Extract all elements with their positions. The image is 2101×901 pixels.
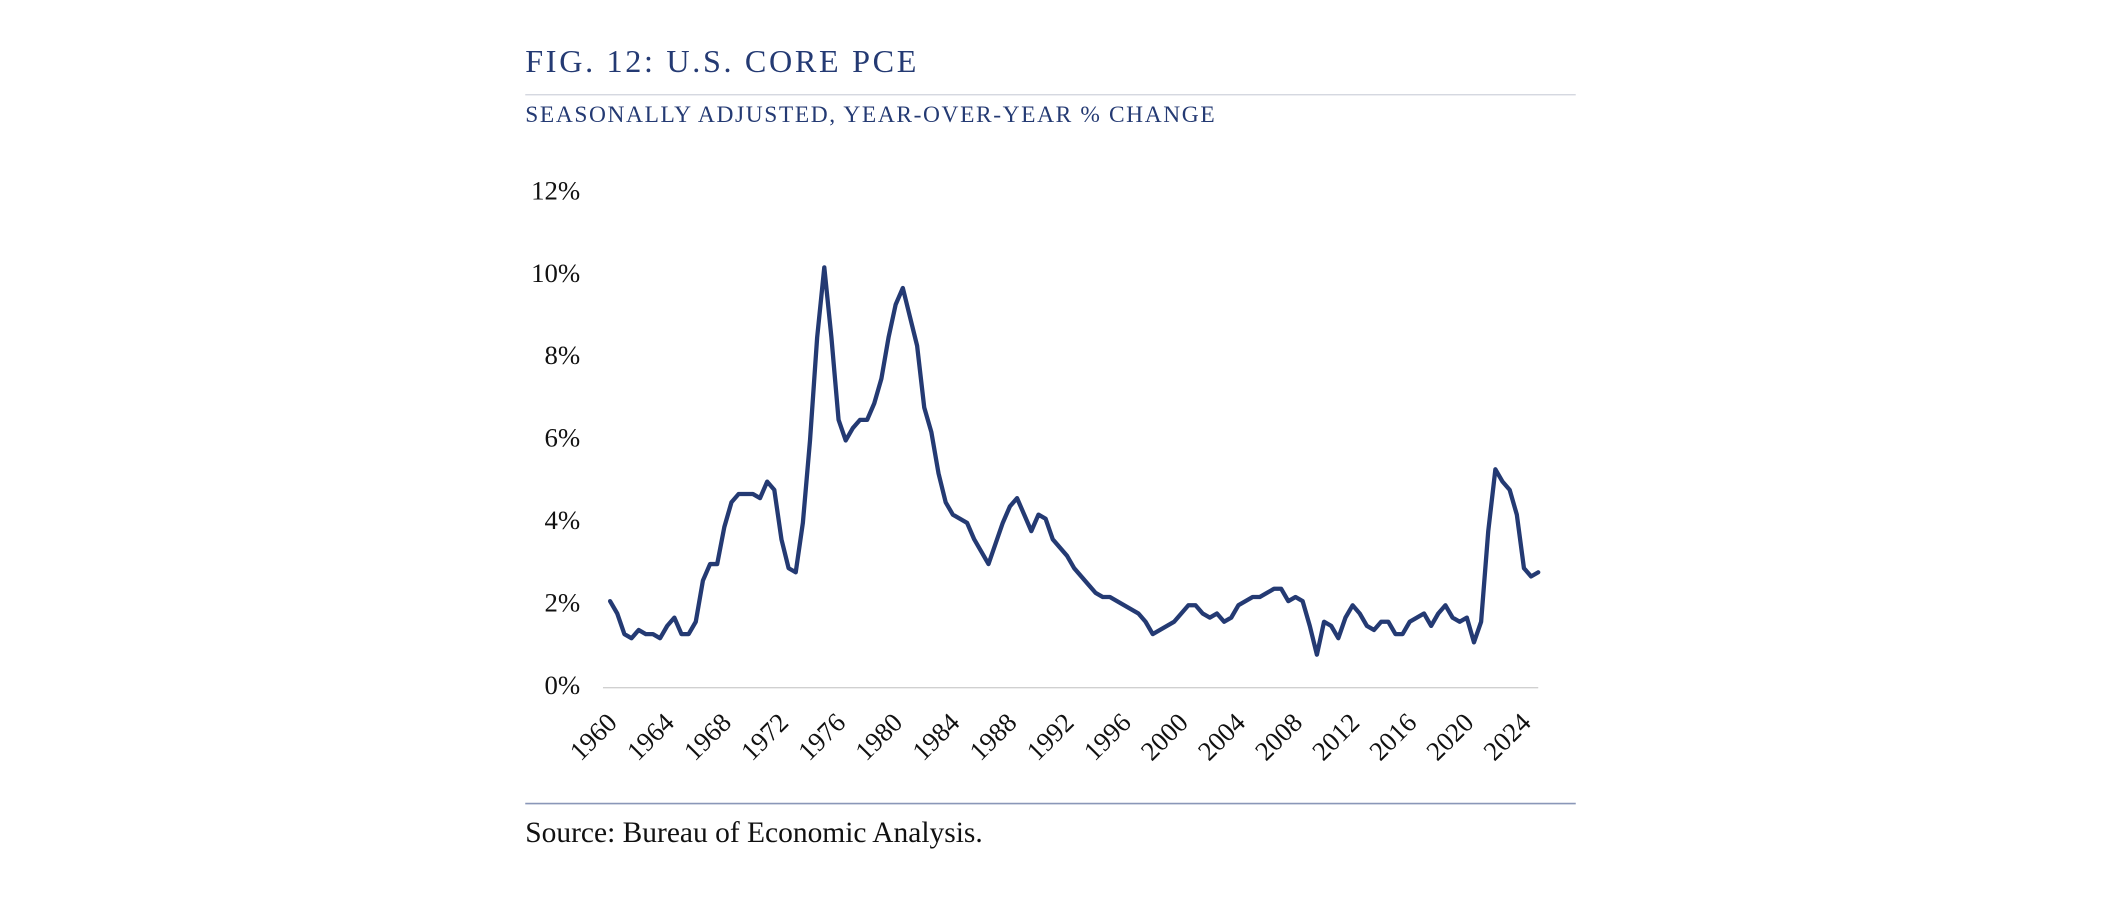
y-tick-label: 4% xyxy=(544,505,580,535)
y-tick-label: 8% xyxy=(544,340,580,370)
y-tick-label: 2% xyxy=(544,587,580,617)
y-tick-label: 10% xyxy=(531,258,580,288)
x-tick-label: 1964 xyxy=(621,707,680,766)
x-tick-label: 2000 xyxy=(1135,707,1194,766)
x-tick-label: 1972 xyxy=(735,707,794,766)
x-tick-label: 1980 xyxy=(849,707,908,766)
x-tick-label: 1968 xyxy=(678,707,737,766)
y-tick-label: 12% xyxy=(531,175,580,205)
line-series xyxy=(607,265,1541,657)
x-tick-label: 2012 xyxy=(1306,707,1365,766)
x-tick-label: 1960 xyxy=(564,707,623,766)
x-tick-label: 1976 xyxy=(792,707,851,766)
x-tick-label: 2008 xyxy=(1249,707,1308,766)
source-note: Source: Bureau of Economic Analysis. xyxy=(525,817,983,849)
chart-subtitle: SEASONALLY ADJUSTED, YEAR-OVER-YEAR % CH… xyxy=(525,102,1216,128)
x-tick-label: 2024 xyxy=(1477,707,1536,766)
x-tick-label: 2004 xyxy=(1192,707,1251,766)
x-tick-label: 1984 xyxy=(906,707,965,766)
x-tick-label: 1988 xyxy=(963,707,1022,766)
x-tick-label: 2016 xyxy=(1363,707,1422,766)
x-tick-label: 1992 xyxy=(1021,707,1080,766)
x-tick-label: 1996 xyxy=(1078,707,1137,766)
y-tick-label: 6% xyxy=(544,423,580,453)
x-tick-label: 2020 xyxy=(1420,707,1479,766)
y-tick-label: 0% xyxy=(544,670,580,700)
chart-title: FIG. 12: U.S. CORE PCE xyxy=(525,43,919,79)
